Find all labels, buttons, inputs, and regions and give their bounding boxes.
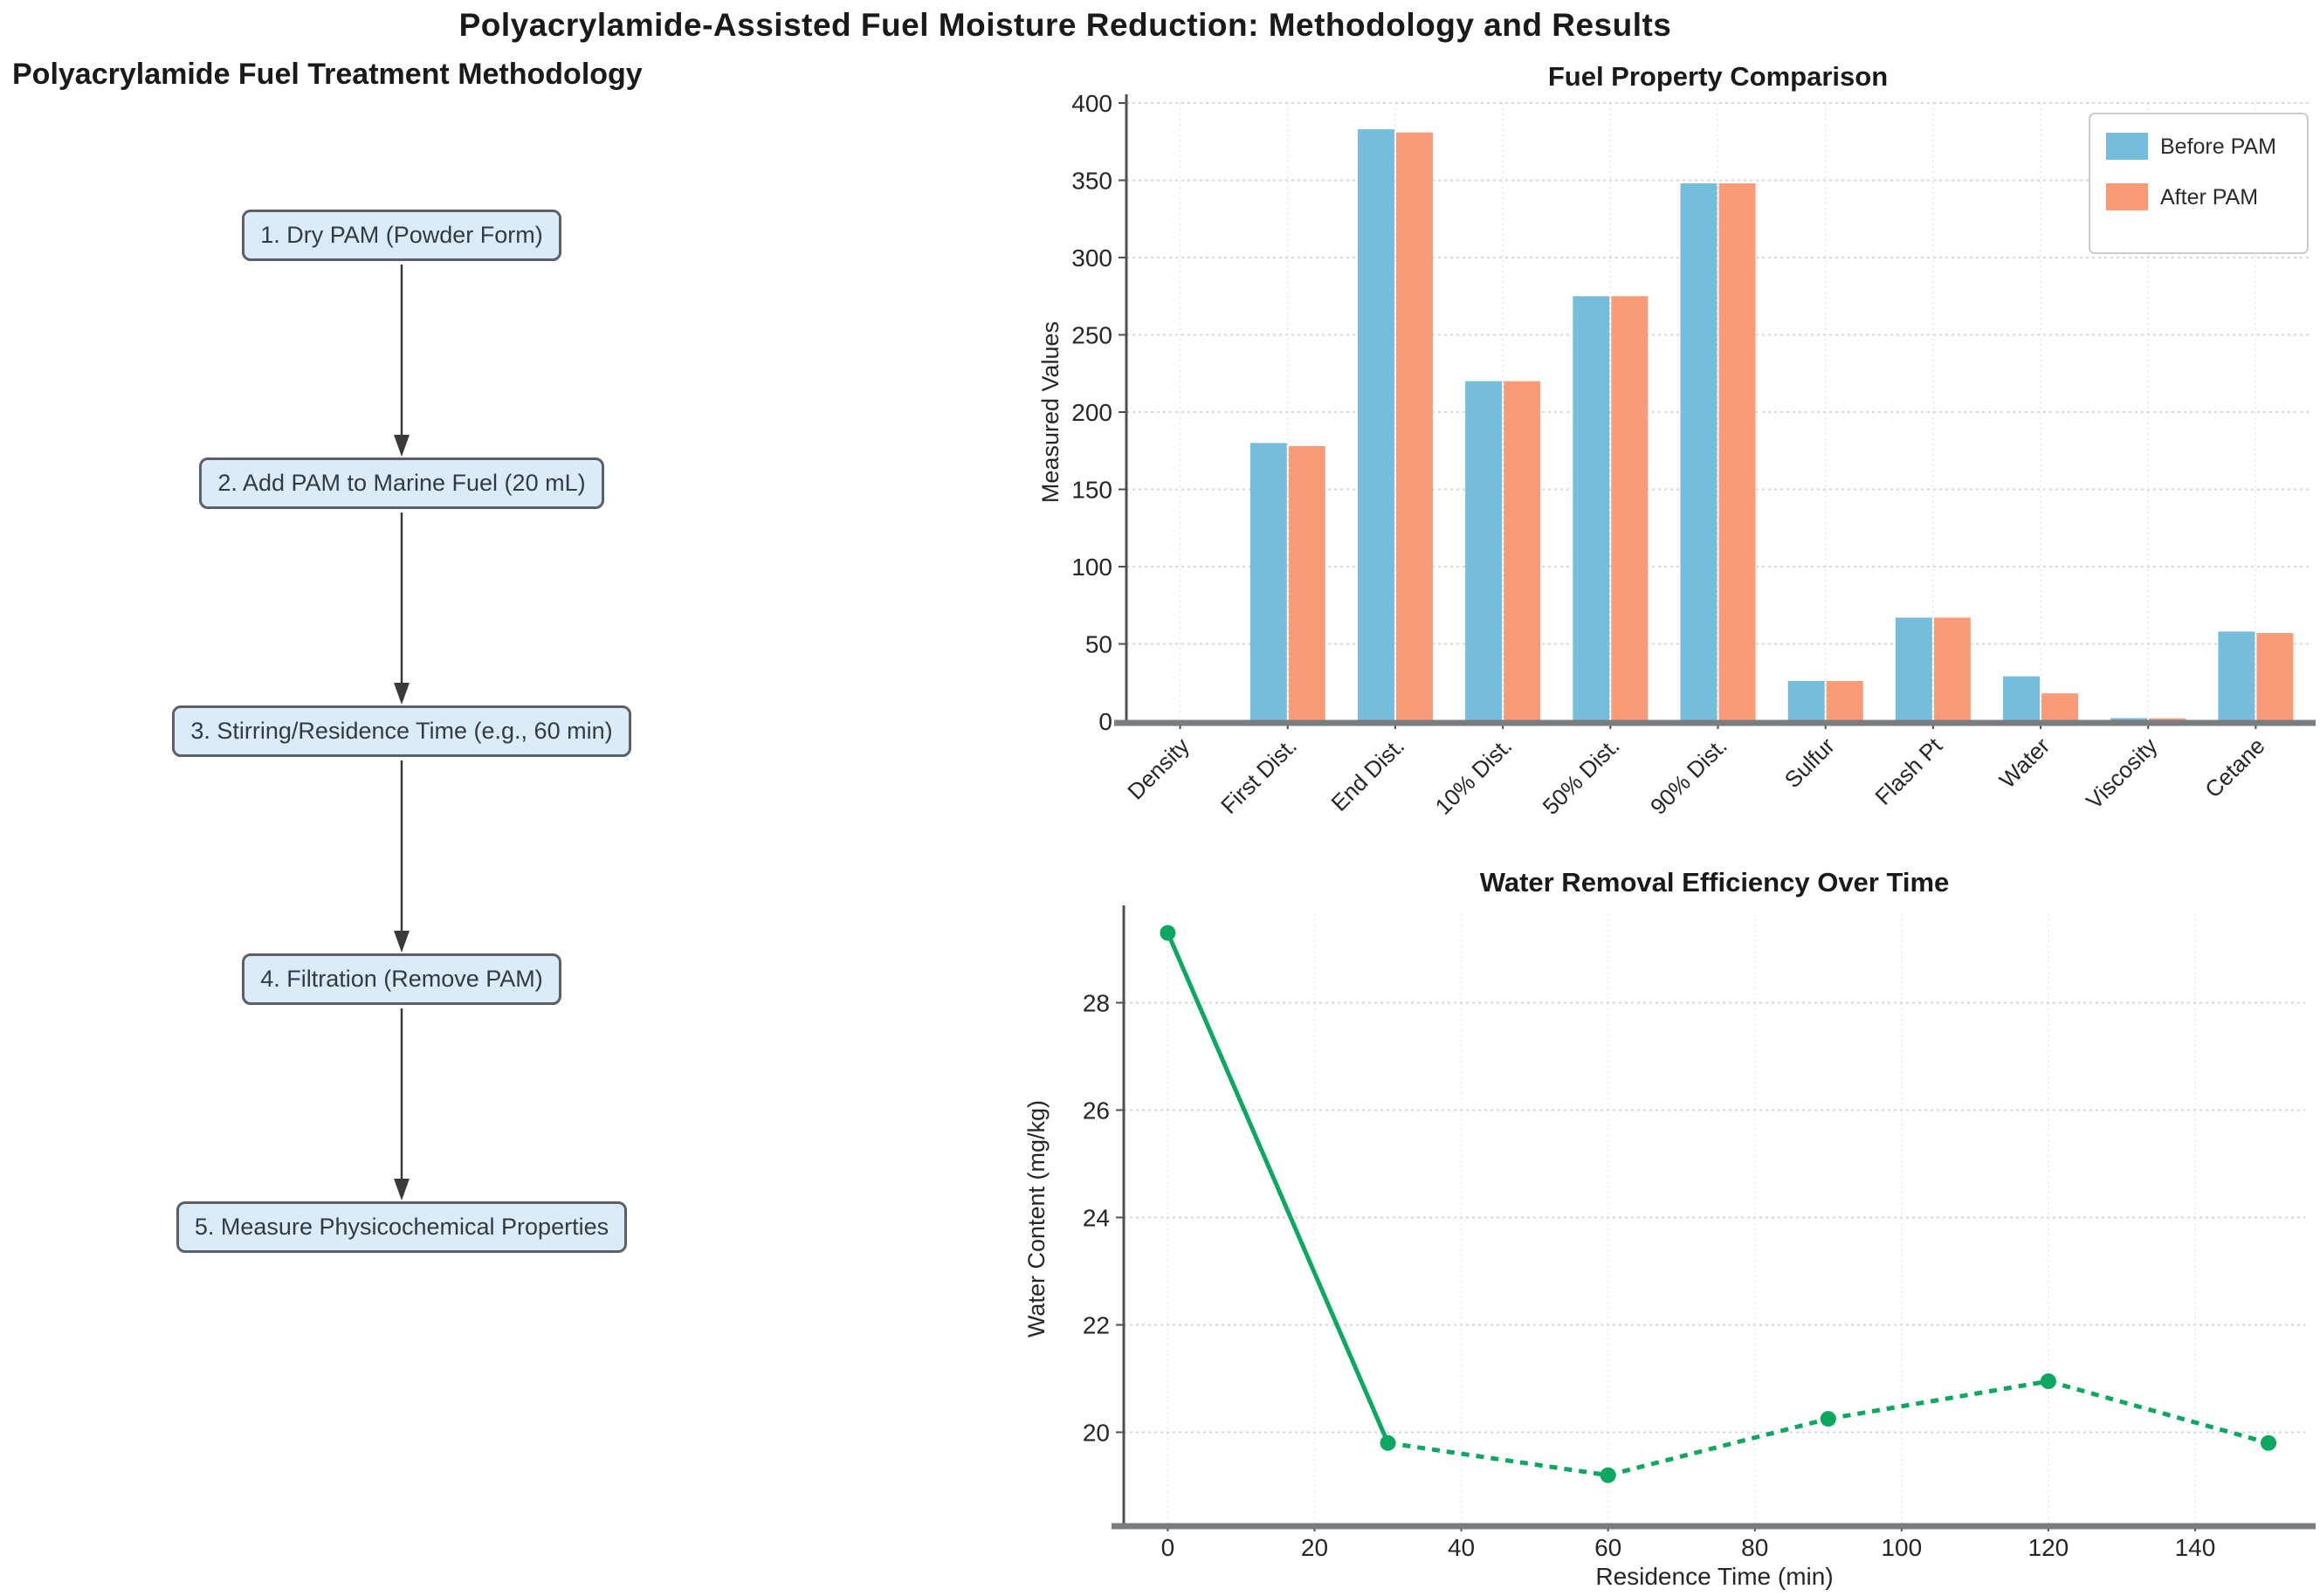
bar-after-pam-2 xyxy=(1395,132,1433,721)
x-tick-label: 10% Dist. xyxy=(1429,733,1517,820)
bar-after-pam-9 xyxy=(2149,718,2186,721)
flow-step-2: 2. Add PAM to Marine Fuel (20 mL) xyxy=(199,457,604,509)
x-tick-label: 90% Dist. xyxy=(1645,733,1732,820)
down-arrow-icon xyxy=(394,265,410,457)
bar-after-pam-5 xyxy=(1718,183,1756,722)
y-tick-label: 150 xyxy=(1071,477,1112,504)
x-tick-label: 50% Dist. xyxy=(1538,733,1625,820)
bar-before-pam-2 xyxy=(1357,129,1394,722)
bar-before-pam-6 xyxy=(1787,680,1825,721)
x-tick-label: Flash Pt xyxy=(1869,732,1947,809)
down-arrow-icon xyxy=(394,760,410,953)
legend-swatch-2 xyxy=(2106,183,2148,210)
y-tick-label: 350 xyxy=(1071,168,1112,195)
y-tick-label: 0 xyxy=(1098,708,1112,735)
bar-after-pam-8 xyxy=(2041,693,2079,721)
bar-after-pam-3 xyxy=(1504,381,1541,721)
flow-step-5: 5. Measure Physicochemical Properties xyxy=(176,1201,628,1253)
y-tick-label: 24 xyxy=(1083,1204,1110,1231)
bar-chart-title: Fuel Property Comparison xyxy=(1548,61,1888,92)
data-point-3 xyxy=(1820,1411,1836,1427)
data-point-2 xyxy=(1600,1467,1616,1483)
bar-after-pam-6 xyxy=(1826,680,1863,721)
x-tick-label: Density xyxy=(1122,733,1194,805)
x-tick-label: Viscosity xyxy=(2081,733,2162,814)
line-segment-2 xyxy=(1607,1416,1829,1478)
x-tick-label: Sulfur xyxy=(1780,733,1840,793)
flowchart-title: Polyacrylamide Fuel Treatment Methodolog… xyxy=(12,58,643,91)
y-tick-label: 50 xyxy=(1085,631,1112,658)
bar-after-pam-7 xyxy=(1933,617,1971,721)
y-tick-label: 26 xyxy=(1083,1097,1110,1124)
bar-chart-fuel-property-comparison: Fuel Property Comparison Measured Values D… xyxy=(1037,61,2316,820)
flow-step-3: 3. Stirring/Residence Time (e.g., 60 min… xyxy=(172,705,631,757)
methodology-flowchart: 1. Dry PAM (Powder Form) 2. Add PAM to M… xyxy=(0,210,803,1253)
y-tick-label: 300 xyxy=(1071,244,1112,272)
x-tick-label: 40 xyxy=(1448,1534,1475,1561)
line-chart-title: Water Removal Efficiency Over Time xyxy=(1480,867,1950,898)
bar-chart-ylabel: Measured Values xyxy=(1037,321,1064,503)
x-tick-label: End Dist. xyxy=(1325,733,1409,816)
x-tick-label: 100 xyxy=(1881,1534,1922,1561)
data-point-0 xyxy=(1160,925,1176,941)
legend-label-1: Before PAM xyxy=(2160,134,2276,159)
bar-before-pam-3 xyxy=(1465,381,1503,721)
x-tick-label: 20 xyxy=(1301,1534,1328,1561)
bar-before-pam-7 xyxy=(1895,617,1932,721)
line-segment-1 xyxy=(1387,1441,1609,1478)
x-tick-label: 140 xyxy=(2175,1534,2216,1561)
bar-after-pam-10 xyxy=(2256,633,2294,721)
legend-swatch-1 xyxy=(2106,133,2148,160)
x-tick-label: Water xyxy=(1994,733,2055,794)
y-tick-label: 20 xyxy=(1083,1419,1110,1446)
bar-before-pam-8 xyxy=(2003,676,2041,721)
data-point-5 xyxy=(2260,1434,2276,1451)
line-chart-ylabel: Water Content (mg/kg) xyxy=(1023,1100,1050,1338)
x-tick-label: First Dist. xyxy=(1215,733,1302,819)
bar-before-pam-1 xyxy=(1249,443,1287,721)
page-title: Polyacrylamide-Assisted Fuel Moisture Re… xyxy=(458,7,1672,43)
line-segment-4 xyxy=(2048,1379,2269,1446)
x-tick-label: Cetane xyxy=(2200,733,2270,802)
y-tick-label: 100 xyxy=(1071,554,1112,581)
down-arrow-icon xyxy=(394,1008,410,1200)
bar-before-pam-5 xyxy=(1680,183,1718,722)
y-tick-label: 22 xyxy=(1083,1311,1110,1338)
legend-label-2: After PAM xyxy=(2160,185,2258,210)
legend: Before PAM After PAM xyxy=(2089,113,2309,254)
x-tick-label: 80 xyxy=(1741,1534,1768,1561)
data-point-4 xyxy=(2040,1373,2056,1390)
y-tick-label: 28 xyxy=(1083,989,1110,1016)
flow-step-4: 4. Filtration (Remove PAM) xyxy=(242,953,561,1005)
y-tick-label: 250 xyxy=(1071,322,1112,349)
line-chart-water-removal-efficiency: Water Removal Efficiency Over Time Water … xyxy=(1023,867,2316,1590)
line-segment-0 xyxy=(1166,932,1390,1444)
line-segment-3 xyxy=(1828,1379,2049,1421)
line-chart-xlabel: Residence Time (min) xyxy=(1595,1563,1833,1590)
data-point-1 xyxy=(1380,1434,1396,1451)
bar-before-pam-4 xyxy=(1573,296,1610,721)
x-tick-label: 120 xyxy=(2028,1534,2069,1561)
y-tick-label: 200 xyxy=(1071,399,1112,426)
bar-before-pam-10 xyxy=(2218,631,2255,721)
y-tick-label: 400 xyxy=(1071,90,1112,117)
bar-before-pam-9 xyxy=(2110,718,2148,721)
bar-after-pam-4 xyxy=(1611,296,1649,721)
flow-step-1: 1. Dry PAM (Powder Form) xyxy=(242,210,561,261)
x-tick-label: 0 xyxy=(1161,1534,1175,1561)
x-tick-label: 60 xyxy=(1594,1534,1621,1561)
bar-after-pam-1 xyxy=(1288,445,1325,721)
down-arrow-icon xyxy=(394,513,410,705)
